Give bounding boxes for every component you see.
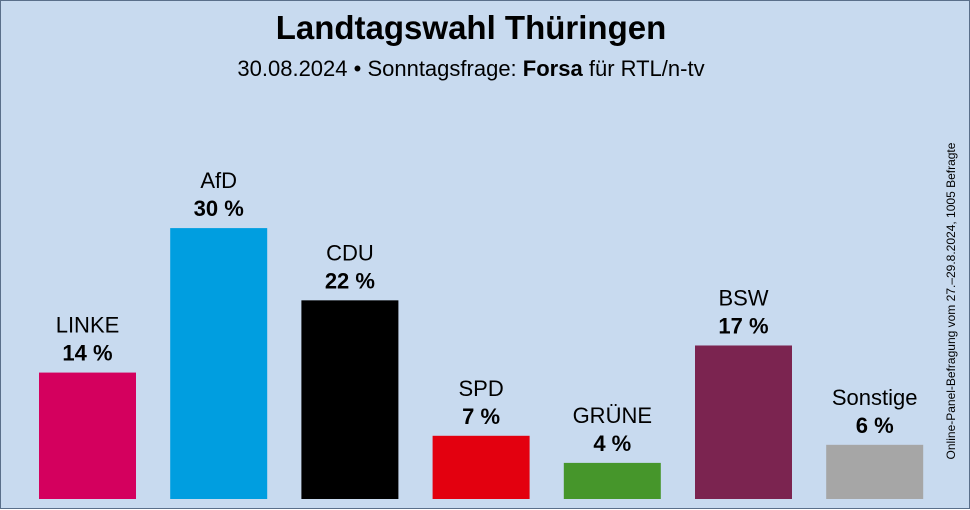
- category-label-spd: SPD: [458, 376, 503, 401]
- category-label-cdu: CDU: [326, 240, 374, 265]
- bar-grüne: [563, 462, 661, 499]
- category-label-sonstige: Sonstige: [832, 385, 918, 410]
- value-label-afd: 30 %: [194, 196, 244, 221]
- category-label-linke: LINKE: [56, 313, 120, 338]
- value-label-bsw: 17 %: [718, 313, 768, 338]
- value-label-linke: 14 %: [62, 341, 112, 366]
- category-label-grüne: GRÜNE: [573, 403, 652, 428]
- value-label-grüne: 4 %: [593, 431, 631, 456]
- category-label-bsw: BSW: [718, 285, 768, 310]
- bar-sonstige: [826, 444, 924, 499]
- bar-cdu: [301, 300, 399, 499]
- category-label-afd: AfD: [200, 168, 237, 193]
- value-label-sonstige: 6 %: [856, 413, 894, 438]
- bar-spd: [432, 435, 530, 499]
- value-label-spd: 7 %: [462, 404, 500, 429]
- subtitle-client: für RTL/n-tv: [588, 56, 705, 81]
- subtitle-date: 30.08.2024 • Sonntagsfrage:: [237, 56, 517, 81]
- bar-bsw: [695, 345, 792, 499]
- bar-afd: [170, 228, 268, 499]
- bar-linke: [39, 372, 136, 499]
- subtitle-pollster: Forsa: [522, 56, 583, 81]
- value-label-cdu: 22 %: [325, 268, 375, 293]
- chart-title: Landtagswahl Thüringen: [275, 9, 667, 46]
- chart-subtitle: 30.08.2024 • Sonntagsfrage: Forsa für RT…: [1, 56, 941, 82]
